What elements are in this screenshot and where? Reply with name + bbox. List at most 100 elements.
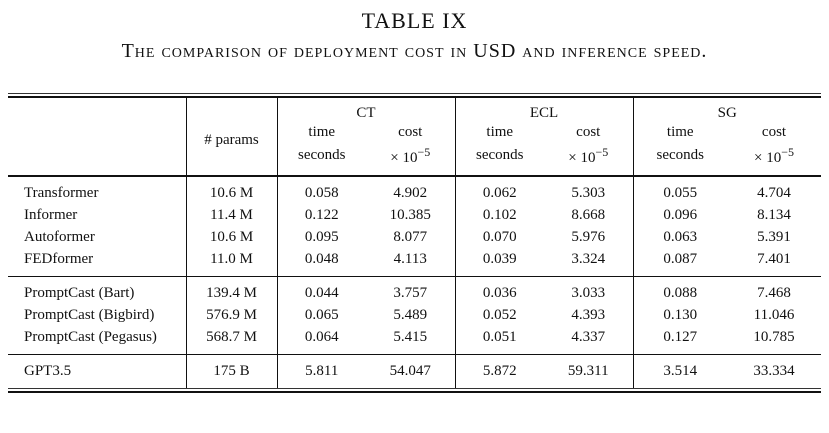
cell-ecl-time: 0.036	[454, 276, 545, 304]
table-title: The comparison of deployment cost in USD…	[121, 40, 708, 62]
cell-ecl-time: 0.039	[454, 248, 545, 277]
section-baselines: Transformer 10.6 M 0.058 4.902 0.062 5.3…	[8, 176, 821, 277]
cell-model-name: GPT3.5	[24, 363, 72, 379]
cell-ecl-time: 5.872	[454, 354, 545, 388]
cell-ecl-time: 0.102	[454, 204, 545, 226]
cell-ct-cost: 8.077	[393, 229, 428, 245]
cell-ct-time: 0.065	[276, 304, 366, 326]
cell-ct-time: 0.044	[276, 276, 366, 304]
group-header-ecl: ECL	[454, 98, 634, 122]
group-header-ct: CT	[276, 98, 456, 122]
cell-ecl-cost: 3.324	[571, 251, 606, 267]
ct-time-label: time	[276, 122, 366, 142]
cell-sg-cost: 7.401	[757, 251, 791, 267]
cell-params: 139.4 M	[185, 276, 277, 304]
cell-params: 576.9 M	[185, 304, 277, 326]
cell-ct-time: 0.048	[276, 248, 366, 277]
cell-ecl-cost: 5.976	[571, 229, 606, 245]
table-top-rule	[8, 93, 821, 98]
cell-ct-time: 0.064	[276, 326, 366, 355]
cell-ct-cost: 3.757	[393, 285, 428, 301]
ct-cost-unit: × 10−5	[390, 145, 431, 166]
section-gpt: GPT3.5 175 B 5.811 54.047 5.872 59.311 3…	[8, 354, 822, 388]
cell-ecl-cost: 4.393	[571, 307, 606, 323]
cell-model-name: FEDformer	[24, 251, 94, 267]
table-row: FEDformer 11.0 M 0.048 4.113 0.039 3.324…	[8, 248, 821, 277]
table-bottom-rule	[8, 388, 821, 393]
sg-cost-unit: × 10−5	[754, 145, 795, 166]
cell-model-name: Autoformer	[24, 229, 95, 245]
cell-sg-cost: 33.334	[753, 363, 795, 379]
cell-sg-time: 0.087	[632, 248, 728, 277]
cell-sg-time: 0.130	[632, 304, 728, 326]
cell-ct-time: 0.095	[276, 226, 366, 248]
table-row: PromptCast (Pegasus) 568.7 M 0.064 5.415…	[8, 326, 821, 355]
cell-params: 568.7 M	[185, 326, 277, 355]
cell-ecl-time: 0.052	[454, 304, 545, 326]
cell-sg-time: 0.055	[632, 176, 728, 204]
header-unit-row: seconds × 10−5 seconds × 10−5 seconds × …	[8, 142, 821, 176]
header-sub-row: time cost time cost time cost	[8, 122, 821, 142]
cell-params: 175 B	[185, 354, 277, 388]
table-row: GPT3.5 175 B 5.811 54.047 5.872 59.311 3…	[8, 354, 821, 388]
cell-sg-time: 3.514	[632, 354, 728, 388]
sg-cost-label: cost	[761, 124, 787, 140]
cell-model-name: Informer	[24, 207, 78, 223]
cell-ecl-time: 0.051	[454, 326, 545, 355]
cell-sg-time: 0.096	[632, 204, 728, 226]
group-header-sg: SG	[632, 98, 822, 122]
table-row: PromptCast (Bigbird) 576.9 M 0.065 5.489…	[8, 304, 821, 326]
table-row: PromptCast (Bart) 139.4 M 0.044 3.757 0.…	[8, 276, 821, 304]
cell-ecl-cost: 5.303	[571, 185, 606, 201]
cell-sg-time: 0.063	[632, 226, 728, 248]
cell-ecl-cost: 8.668	[571, 207, 606, 223]
cell-ct-cost: 54.047	[389, 363, 431, 379]
cell-sg-time: 0.127	[632, 326, 728, 355]
deployment-cost-table: # params CT ECL SG time cost time cost t…	[8, 93, 822, 393]
cell-ecl-cost: 59.311	[567, 363, 609, 379]
ecl-cost-label: cost	[576, 124, 601, 140]
ct-cost-label: cost	[398, 124, 423, 140]
cell-sg-cost: 4.704	[757, 185, 791, 201]
ct-time-unit: seconds	[276, 142, 366, 176]
sg-time-label: time	[632, 122, 728, 142]
cell-ct-cost: 4.902	[393, 185, 428, 201]
cell-ct-time: 5.811	[276, 354, 366, 388]
cell-params: 11.4 M	[185, 204, 277, 226]
cell-ct-cost: 5.415	[393, 329, 428, 345]
header-group-row: # params CT ECL SG	[8, 98, 822, 176]
cell-ct-time: 0.122	[276, 204, 366, 226]
cell-sg-cost: 8.134	[757, 207, 791, 223]
cell-ct-cost: 5.489	[393, 307, 428, 323]
cell-sg-cost: 7.468	[757, 285, 791, 301]
data-table: # params CT ECL SG time cost time cost t…	[8, 98, 822, 388]
cell-sg-cost: 11.046	[753, 307, 795, 323]
cell-ct-cost: 10.385	[389, 207, 431, 223]
cell-params: 10.6 M	[185, 226, 277, 248]
ecl-time-unit: seconds	[454, 142, 545, 176]
cell-model-name: PromptCast (Bigbird)	[24, 307, 155, 323]
cell-sg-cost: 5.391	[757, 229, 791, 245]
cell-ct-cost: 4.113	[393, 251, 427, 267]
cell-model-name: Transformer	[24, 185, 99, 201]
params-header: # params	[185, 98, 277, 176]
cell-params: 11.0 M	[185, 248, 277, 277]
cell-sg-cost: 10.785	[753, 329, 795, 345]
cell-model-name: PromptCast (Bart)	[24, 285, 135, 301]
table-row: Informer 11.4 M 0.122 10.385 0.102 8.668…	[8, 204, 821, 226]
cell-params: 10.6 M	[185, 176, 277, 204]
table-number: TABLE IX	[361, 8, 468, 33]
table-row: Autoformer 10.6 M 0.095 8.077 0.070 5.97…	[8, 226, 821, 248]
table-header: # params CT ECL SG time cost time cost t…	[8, 98, 822, 176]
sg-time-unit: seconds	[632, 142, 728, 176]
cell-model-name: PromptCast (Pegasus)	[24, 329, 157, 345]
cell-ecl-time: 0.070	[454, 226, 545, 248]
cell-sg-time: 0.088	[632, 276, 728, 304]
section-promptcast: PromptCast (Bart) 139.4 M 0.044 3.757 0.…	[8, 276, 822, 355]
ecl-cost-unit: × 10−5	[568, 145, 609, 166]
cell-ecl-cost: 4.337	[571, 329, 606, 345]
ecl-time-label: time	[454, 122, 545, 142]
model-header-blank	[8, 98, 186, 176]
cell-ecl-cost: 3.033	[571, 285, 606, 301]
cell-ct-time: 0.058	[276, 176, 366, 204]
